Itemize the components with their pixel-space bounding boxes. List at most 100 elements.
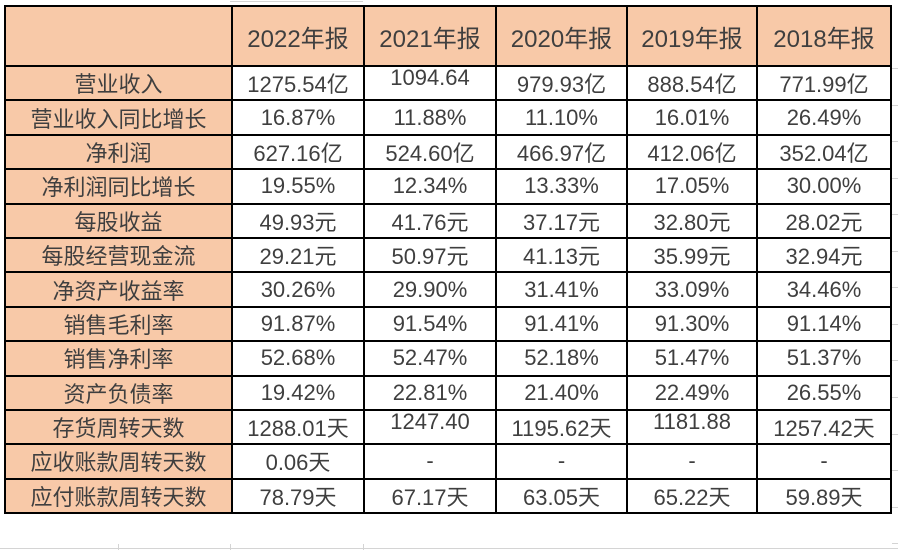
table-row: 营业收入 1275.54亿 1094.64 979.93亿 888.54亿 771.99亿 — [4, 64, 892, 102]
data-cell[interactable]: 65.22天 — [626, 477, 758, 515]
data-cell[interactable]: 35.99元 — [626, 236, 758, 274]
data-cell[interactable]: 59.89天 — [756, 477, 892, 515]
data-cell-text: 466.97亿 — [516, 140, 607, 166]
data-cell-text: 91.41% — [524, 310, 599, 336]
data-cell[interactable]: 91.41% — [495, 305, 628, 343]
data-cell[interactable]: 22.81% — [363, 374, 497, 411]
data-cell[interactable]: 32.80元 — [626, 202, 758, 239]
row-label[interactable]: 净资产收益率 — [4, 271, 233, 308]
data-cell[interactable]: 466.97亿 — [495, 133, 628, 171]
row-label[interactable]: 每股收益 — [4, 202, 233, 239]
year-header-2020[interactable]: 2020年报 — [495, 5, 628, 67]
data-cell[interactable]: 1288.01天 — [231, 408, 365, 446]
table-row: 资产负债率 19.42% 22.81% 21.40% 22.49% 26.55% — [4, 374, 892, 411]
data-cell[interactable]: 50.97元 — [363, 236, 497, 274]
data-cell[interactable]: 91.30% — [626, 305, 758, 343]
data-cell[interactable]: 52.47% — [363, 340, 497, 377]
data-cell[interactable]: 524.60亿 — [363, 133, 497, 171]
data-cell[interactable]: 16.01% — [626, 99, 758, 136]
data-cell[interactable]: 412.06亿 — [626, 133, 758, 171]
data-cell[interactable]: 67.17天 — [363, 477, 497, 515]
data-cell-text: 1275.54亿 — [247, 72, 349, 98]
data-cell[interactable]: 41.76元 — [363, 202, 497, 239]
row-label[interactable]: 存货周转天数 — [4, 408, 233, 446]
data-cell[interactable]: 29.90% — [363, 271, 497, 308]
row-label[interactable]: 每股经营现金流 — [4, 236, 233, 274]
excel-gridline — [892, 251, 898, 252]
row-label[interactable]: 营业收入 — [4, 64, 233, 102]
data-cell[interactable]: 30.00% — [756, 168, 892, 205]
year-header-2018[interactable]: 2018年报 — [756, 5, 892, 67]
row-label[interactable]: 净利润同比增长 — [4, 168, 233, 205]
data-cell[interactable]: 11.88% — [363, 99, 497, 136]
data-cell[interactable]: 1275.54亿 — [231, 64, 365, 102]
data-cell[interactable]: 91.87% — [231, 305, 365, 343]
data-cell[interactable]: 21.40% — [495, 374, 628, 411]
data-cell[interactable]: 19.55% — [231, 168, 365, 205]
data-cell-text: 1288.01天 — [247, 416, 349, 442]
data-cell[interactable]: 22.49% — [626, 374, 758, 411]
data-cell-text: 17.05% — [654, 173, 730, 199]
data-cell[interactable]: - — [363, 443, 497, 480]
data-cell[interactable]: - — [626, 443, 758, 480]
data-cell[interactable]: 91.14% — [756, 305, 892, 343]
year-header-2019[interactable]: 2019年报 — [626, 5, 758, 67]
data-cell-text: 21.40% — [524, 379, 599, 405]
excel-gridline — [892, 324, 898, 325]
data-cell-text: 1257.42天 — [773, 416, 875, 442]
data-cell[interactable]: - — [756, 443, 892, 480]
data-cell[interactable]: 0.06天 — [231, 443, 365, 480]
row-label[interactable]: 应收账款周转天数 — [4, 443, 233, 480]
data-cell[interactable]: 63.05天 — [495, 477, 628, 515]
row-label[interactable]: 应付账款周转天数 — [4, 477, 233, 515]
data-cell[interactable]: 1257.42天 — [756, 408, 892, 446]
data-cell[interactable]: 13.33% — [495, 168, 628, 205]
data-cell[interactable]: 52.68% — [231, 340, 365, 377]
data-cell[interactable]: 52.18% — [495, 340, 628, 377]
row-label[interactable]: 营业收入同比增长 — [4, 99, 233, 136]
data-cell[interactable]: 26.55% — [756, 374, 892, 411]
data-cell[interactable]: 78.79天 — [231, 477, 365, 515]
year-header-2022[interactable]: 2022年报 — [231, 5, 365, 67]
data-cell[interactable]: 19.42% — [231, 374, 365, 411]
data-cell[interactable]: 1195.62天 — [495, 408, 628, 446]
data-cell[interactable]: 37.17元 — [495, 202, 628, 239]
data-cell-text: 352.04亿 — [779, 140, 869, 166]
row-label[interactable]: 销售毛利率 — [4, 305, 233, 343]
data-cell[interactable]: 11.10% — [495, 99, 628, 136]
data-cell[interactable]: 627.16亿 — [231, 133, 365, 171]
data-cell[interactable]: 17.05% — [626, 168, 758, 205]
data-cell[interactable]: 771.99亿 — [756, 64, 892, 102]
data-cell[interactable]: 32.94元 — [756, 236, 892, 274]
year-header-2021[interactable]: 2021年报 — [363, 5, 497, 67]
data-cell[interactable]: 12.34% — [363, 168, 497, 205]
data-cell[interactable]: - — [495, 443, 628, 480]
data-cell[interactable]: 49.93元 — [231, 202, 365, 239]
data-cell[interactable]: 34.46% — [756, 271, 892, 308]
data-cell[interactable]: 979.93亿 — [495, 64, 628, 102]
data-cell-text: 22.49% — [654, 379, 730, 405]
data-cell[interactable]: 28.02元 — [756, 202, 892, 239]
data-cell[interactable]: 41.13元 — [495, 236, 628, 274]
data-cell[interactable]: 91.54% — [363, 305, 497, 343]
row-label[interactable]: 销售净利率 — [4, 340, 233, 377]
excel-gridline — [892, 360, 898, 361]
data-cell[interactable]: 26.49% — [756, 99, 892, 136]
data-cell[interactable]: 30.26% — [231, 271, 365, 308]
data-cell-text: - — [688, 448, 696, 474]
data-cell[interactable]: 1181.88 — [626, 408, 758, 446]
row-label[interactable]: 净利润 — [4, 133, 233, 171]
data-cell[interactable]: 33.09% — [626, 271, 758, 308]
row-label[interactable]: 资产负债率 — [4, 374, 233, 411]
data-cell[interactable]: 51.47% — [626, 340, 758, 377]
corner-header-cell[interactable] — [4, 5, 233, 67]
data-cell[interactable]: 29.21元 — [231, 236, 365, 274]
data-cell[interactable]: 51.37% — [756, 340, 892, 377]
data-cell[interactable]: 1094.64 — [363, 64, 497, 102]
data-cell[interactable]: 31.41% — [495, 271, 628, 308]
data-cell[interactable]: 888.54亿 — [626, 64, 758, 102]
data-cell[interactable]: 16.87% — [231, 99, 365, 136]
data-cell[interactable]: 1247.40 — [363, 408, 497, 446]
data-cell[interactable]: 352.04亿 — [756, 133, 892, 171]
